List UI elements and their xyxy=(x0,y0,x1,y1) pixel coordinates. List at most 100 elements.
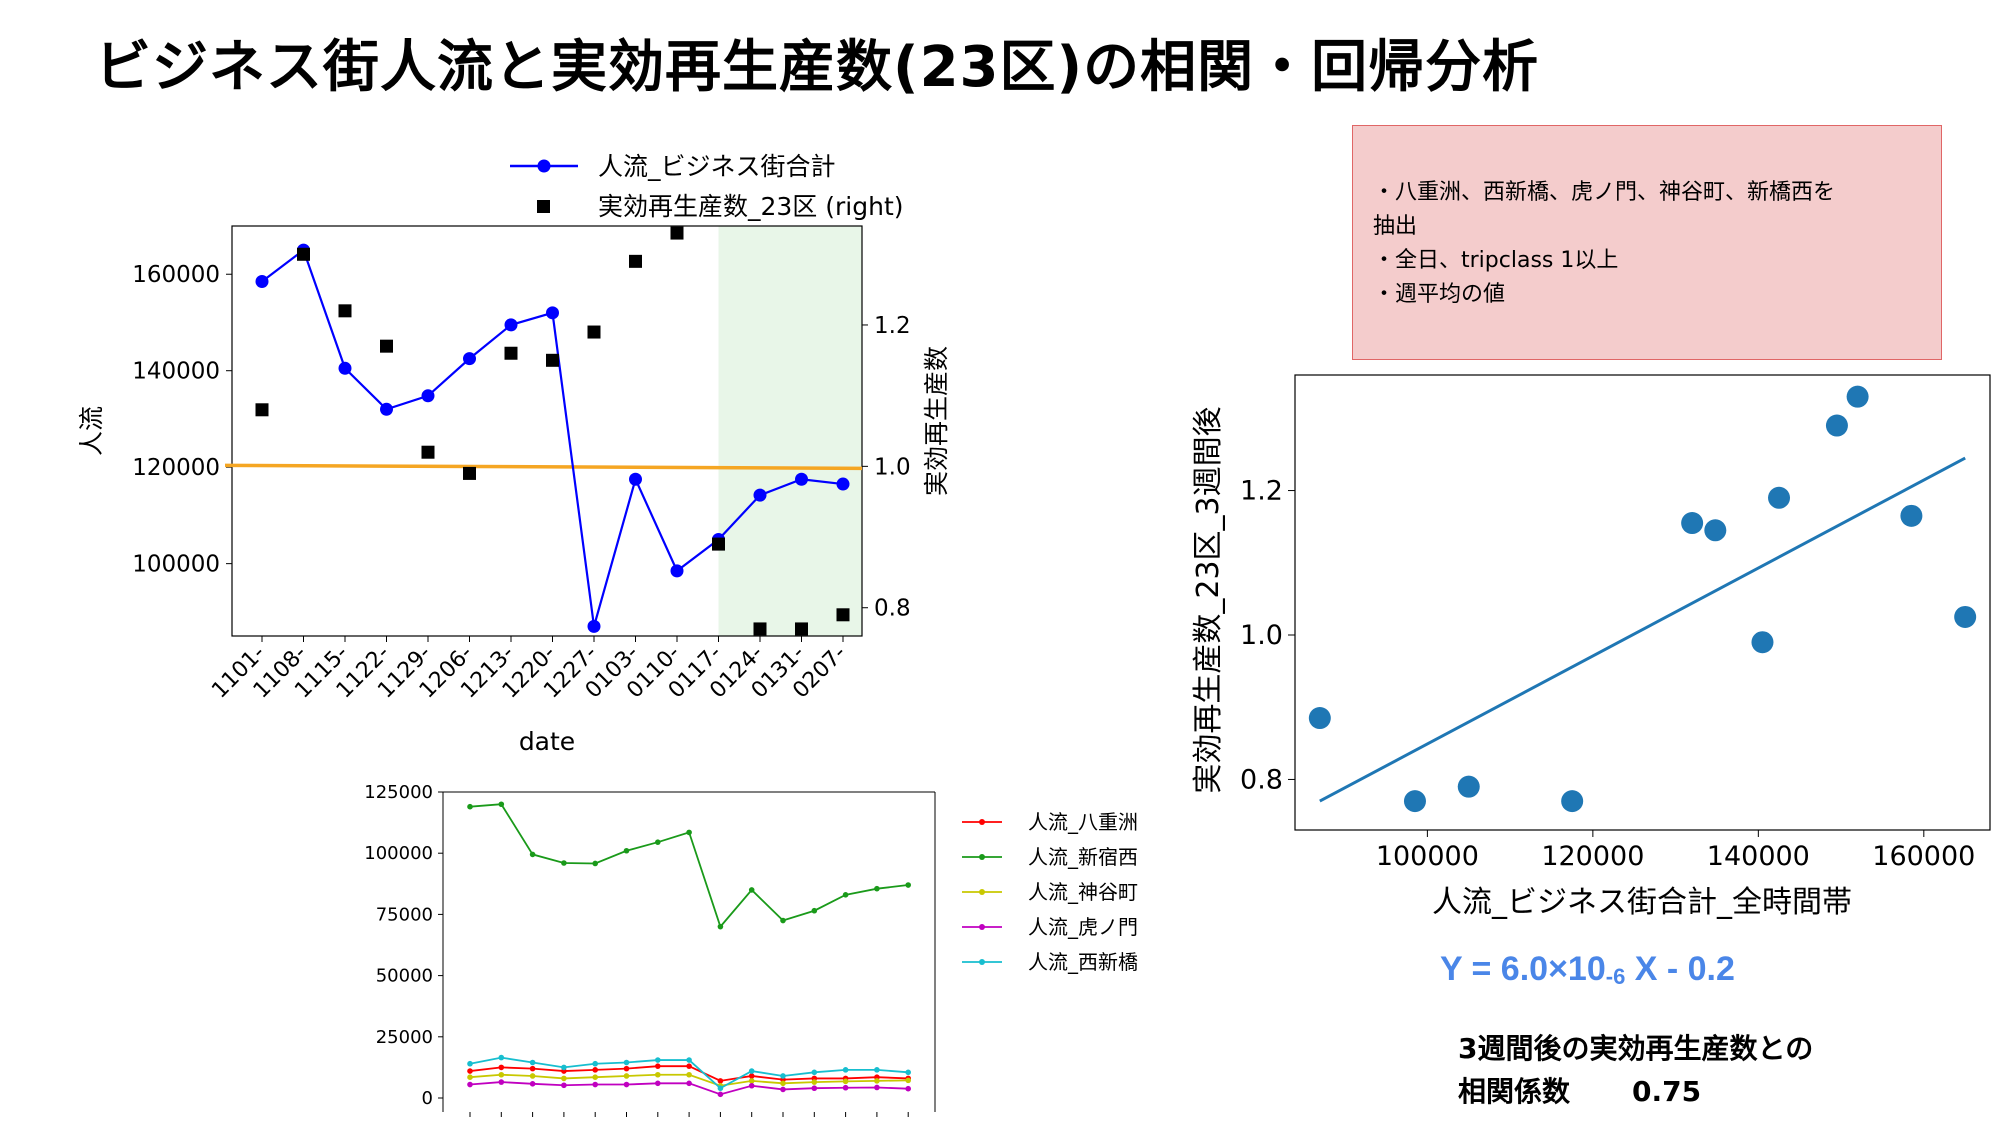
y-tick-label: 125000 xyxy=(364,782,433,803)
data-point xyxy=(467,1074,473,1080)
data-point xyxy=(655,1057,661,1063)
data-point xyxy=(467,803,473,810)
scatter-point xyxy=(1308,707,1331,730)
legend-label-r: 実効再生産数_23区 (right) xyxy=(598,192,904,221)
data-point xyxy=(498,1054,505,1061)
data-point-flow xyxy=(629,472,642,486)
correlation-label: 相関係数 xyxy=(1458,1075,1571,1108)
data-point xyxy=(623,1065,630,1072)
data-point xyxy=(529,1073,536,1079)
data-point xyxy=(842,1084,849,1091)
legend-label: 人流_虎ノ門 xyxy=(1028,915,1138,939)
data-point-flow xyxy=(546,306,559,320)
legend-marker xyxy=(979,959,985,965)
data-point xyxy=(623,1073,630,1079)
data-point xyxy=(592,1081,598,1088)
legend-marker xyxy=(979,889,985,895)
plot-frame xyxy=(1294,374,1991,831)
data-point xyxy=(592,860,598,867)
data-point xyxy=(686,1057,692,1063)
data-point-r xyxy=(587,325,601,339)
data-point xyxy=(717,1078,724,1084)
data-point xyxy=(686,1063,692,1069)
data-point-r xyxy=(463,466,476,480)
note-line: ・八重洲、西新橋、虎ノ門、神谷町、新橋西を xyxy=(1373,180,1836,205)
data-point-flow xyxy=(463,352,476,366)
data-point xyxy=(780,1080,786,1087)
data-point-r xyxy=(421,445,435,459)
legend-label-flow: 人流_ビジネス街合計 xyxy=(598,152,836,181)
data-point-flow xyxy=(338,361,352,375)
data-point-r xyxy=(670,226,684,240)
regression-line xyxy=(1319,456,1966,803)
data-point-flow xyxy=(670,564,684,578)
data-point xyxy=(874,1067,880,1073)
y-axis-label-right: 実効再生産数 xyxy=(922,346,951,496)
data-point xyxy=(842,892,849,898)
y-tick-label: 1.0 xyxy=(1240,620,1283,651)
scatter-point xyxy=(1825,414,1848,437)
data-point xyxy=(655,839,661,845)
data-point xyxy=(592,1060,598,1067)
note-line: ・週平均の値 xyxy=(1373,282,1506,307)
data-point-flow xyxy=(380,402,393,416)
legend-marker xyxy=(979,924,985,930)
data-point xyxy=(686,1080,692,1087)
data-point-r xyxy=(297,247,310,261)
equation-prefix: Y = 6.0×10 xyxy=(1440,950,1606,988)
y-tick-label: 100000 xyxy=(364,843,433,864)
series-line xyxy=(469,803,909,929)
data-point xyxy=(686,829,692,836)
data-point xyxy=(561,860,567,866)
data-point xyxy=(592,1074,598,1080)
data-point xyxy=(655,1071,661,1078)
data-point xyxy=(467,1081,473,1088)
data-point xyxy=(561,1064,567,1071)
data-point-r xyxy=(255,403,269,417)
data-point xyxy=(467,1060,473,1067)
data-point-flow xyxy=(795,472,808,486)
x-axis-label: date xyxy=(519,727,575,756)
data-point-flow xyxy=(421,389,435,403)
data-point-r xyxy=(795,622,808,636)
data-point-flow xyxy=(753,488,767,502)
data-point-r xyxy=(753,622,767,636)
data-point xyxy=(780,917,786,924)
correlation-text: 3週間後の実効再生産数との xyxy=(1458,1032,1814,1065)
scatter-point xyxy=(1457,775,1480,798)
data-point xyxy=(780,1073,786,1079)
legend-marker xyxy=(979,854,985,860)
data-point xyxy=(592,1067,598,1073)
data-point xyxy=(529,1065,536,1072)
shaded-region xyxy=(718,226,862,636)
slide-title: ビジネス街人流と実効再生産数(23区)の相関・回帰分析 xyxy=(95,35,1540,100)
scatter-point xyxy=(1403,790,1426,813)
scatter-point xyxy=(1704,519,1727,542)
scatter-point xyxy=(1900,504,1923,527)
x-tick-label: 120000 xyxy=(1541,841,1644,872)
legend-label: 人流_西新橋 xyxy=(1028,950,1138,974)
data-point-r xyxy=(546,353,559,367)
data-point xyxy=(874,885,880,892)
correlation-value: 0.75 xyxy=(1632,1075,1702,1108)
y-tick-label: 75000 xyxy=(376,904,433,925)
data-point xyxy=(842,1078,849,1085)
y-tick-label: 160000 xyxy=(132,262,220,288)
scatter-point xyxy=(1768,486,1791,509)
data-point xyxy=(498,801,505,808)
data-point xyxy=(717,923,724,930)
data-point xyxy=(498,1064,505,1071)
x-axis-label: 人流_ビジネス街合計_全時間帯 xyxy=(1432,885,1852,920)
data-point-flow xyxy=(504,318,518,332)
data-point-r xyxy=(712,537,725,551)
equation-exponent: -6 xyxy=(1605,964,1626,989)
y-axis-label: 実効再生産数_23区_3週間後 xyxy=(1191,406,1226,793)
plot-frame xyxy=(231,225,863,637)
legend-label: 人流_新宿西 xyxy=(1028,845,1138,869)
y-tick-label: 1.2 xyxy=(1240,476,1283,507)
data-point-flow xyxy=(836,477,850,491)
x-tick-label: 160000 xyxy=(1872,841,1975,872)
data-point xyxy=(623,1059,630,1066)
data-point xyxy=(874,1084,880,1091)
legend-marker xyxy=(979,819,985,825)
